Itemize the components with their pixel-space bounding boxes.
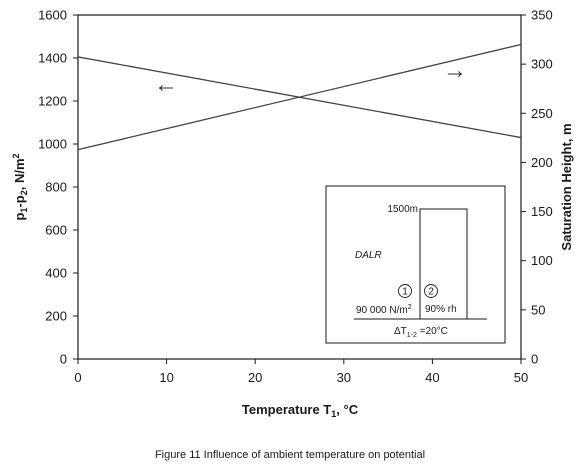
y-left-tick-label: 1400 [38,51,67,66]
inset-diagram: 1500m DALR 1 2 90 000 N/m2 90% rh ΔT1-2 … [325,185,506,344]
y-left-tick-label: 800 [45,180,67,195]
y-right-tick-label: 350 [531,8,553,23]
y-left-tick-label: 1000 [38,137,67,152]
y-right-tick-label: 150 [531,204,553,219]
y-right-tick-label: 0 [531,352,538,367]
inset-point2-circle [424,284,438,298]
y-right-tick-label: 300 [531,57,553,72]
inset-dalr-label: DALR [355,250,382,261]
y-right-ticks: 0 50 100 150 200 250 300 350 [521,8,553,367]
figure-caption: Figure 11 Influence of ambient temperatu… [154,449,426,461]
y-left-tick-label: 1200 [38,94,67,109]
inset-pressure-label: 90 000 N/m2 [356,304,412,316]
inset-frame [325,185,506,344]
right-arrow-annotation: → [443,57,467,84]
y-right-axis-title: Saturation Height, m [559,123,574,250]
x-tick-label: 30 [337,370,351,385]
y-left-tick-label: 0 [60,352,67,367]
inset-point2-label: 2 [428,287,434,298]
inset-point1-label: 1 [402,287,408,298]
y-right-tick-label: 50 [531,302,545,317]
y-right-tick-label: 250 [531,106,553,121]
y-left-tick-label: 1600 [38,8,67,23]
series-line-saturation-height [77,43,522,151]
x-ticks: 0 10 20 30 40 50 [74,359,528,385]
inset-height-label: 1500m [387,204,418,215]
y-left-tick-label: 600 [45,223,67,238]
x-tick-label: 50 [514,370,528,385]
inset-rh-label: 90% rh [425,304,457,315]
x-tick-label: 40 [425,370,439,385]
y-left-tick-label: 200 [45,309,67,324]
y-left-tick-label: 400 [45,266,67,281]
left-arrow-annotation: ← [154,71,178,98]
x-axis-title: Temperature T1, °C [242,402,359,419]
x-tick-label: 10 [159,370,173,385]
y-left-axis-title: p1-p2, N/m2 [11,153,29,220]
x-tick-label: 20 [248,370,262,385]
y-right-tick-label: 100 [531,253,553,268]
series-group [77,43,522,151]
y-right-tick-label: 200 [531,155,553,170]
y-left-ticks: 0 200 400 600 800 1000 1200 1400 1600 [38,8,78,367]
x-tick-label: 0 [74,370,81,385]
inset-delta-label: ΔT1-2 =20°C [394,326,448,339]
inset-point1-circle [398,284,412,298]
